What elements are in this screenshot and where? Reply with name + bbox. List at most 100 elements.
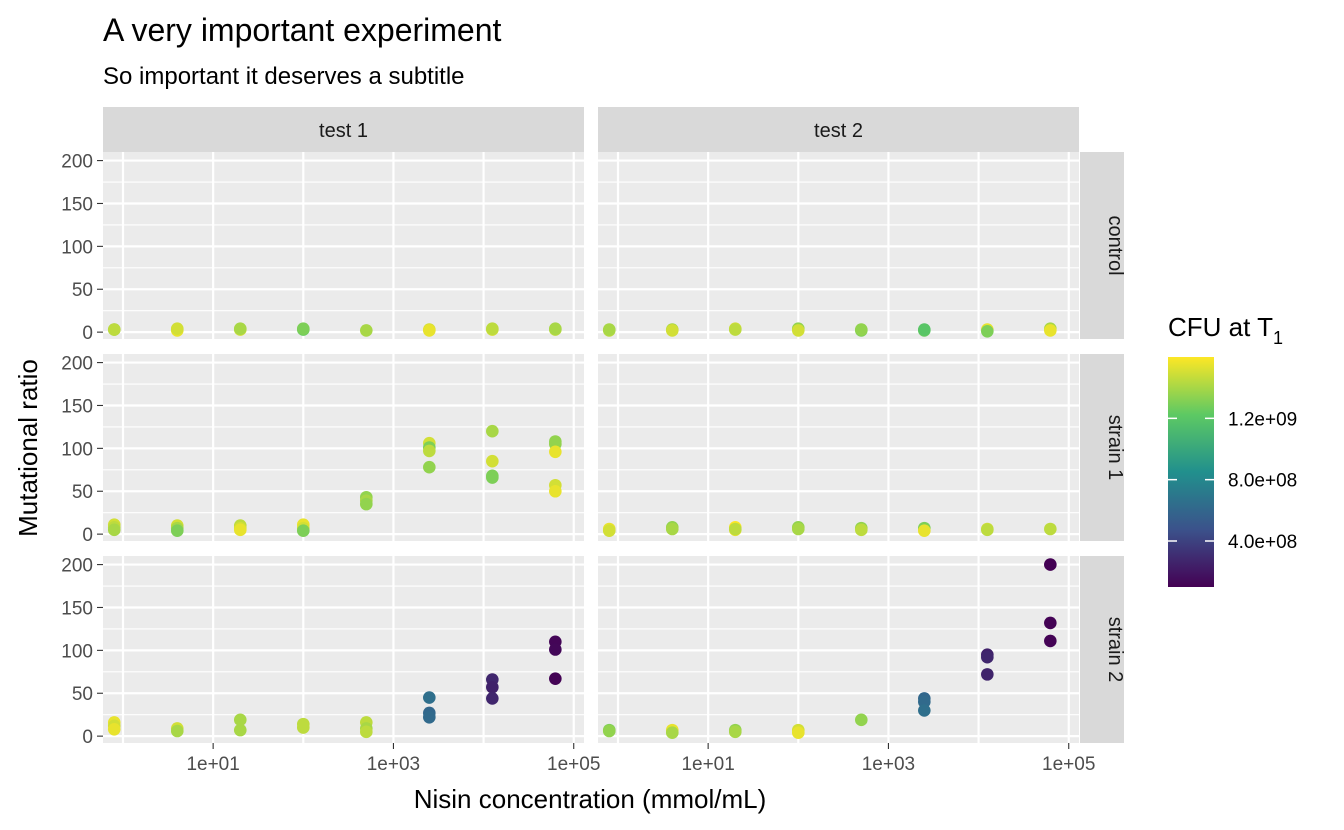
data-point [486,471,499,484]
y-tick-label: 200 [61,354,93,375]
y-tick-label: 0 [82,727,93,748]
data-point [359,725,373,739]
data-point [981,668,994,681]
x-tick-label: 1e+05 [1042,754,1095,775]
facet-strip-col-2: test 2 [598,107,1079,152]
y-tick-label: 100 [61,237,93,258]
data-point [981,324,994,338]
data-point [359,497,373,511]
data-point [486,454,499,468]
data-point [486,424,499,438]
x-tick-label: 1e+03 [367,754,420,775]
data-point [665,324,679,337]
facet-strip-row-1: control [1080,152,1126,339]
data-point [170,724,184,738]
x-tick-label: 1e+01 [186,754,239,775]
data-point [549,484,562,498]
data-point [665,726,679,740]
legend-break-label: 4.0e+08 [1228,532,1297,553]
x-tick-label: 1e+05 [547,754,600,775]
data-point [486,322,499,336]
data-point [791,522,805,536]
facet-strip-label: test 1 [319,120,368,142]
data-point [549,322,562,336]
data-point [602,724,616,738]
data-point [981,523,994,537]
data-point [423,460,436,474]
facet-panels: test 1 test 2 control strain 1 strain 2 0 50 10… [61,107,1126,775]
chart-title: A very important experiment [103,12,502,48]
data-point [791,324,805,337]
data-point [854,713,868,727]
data-point [423,691,436,704]
data-point [296,721,310,734]
facet-strip-row-2: strain 1 [1080,354,1126,541]
data-point [549,643,562,656]
data-point [918,704,931,717]
y-tick-label: 100 [61,439,93,460]
legend-title: CFU at T1 [1168,312,1283,348]
data-point [854,523,868,537]
data-point [107,523,121,537]
facet-strip-label: test 2 [814,120,863,142]
y-tick-label: 150 [61,396,93,417]
data-point [728,522,742,536]
panel-test-1-control: 0 50 100 150 200 [61,152,584,344]
data-point [1044,324,1057,337]
data-point [423,710,436,724]
chart-subtitle: So important it deserves a subtitle [103,63,465,90]
y-tick-label: 100 [61,641,93,662]
y-tick-label: 0 [82,525,93,546]
y-tick-label: 150 [61,194,93,215]
data-point [728,323,742,336]
data-point [602,323,616,336]
legend-title-symbol: T [1257,312,1273,342]
x-tick-label: 1e+01 [681,754,734,775]
data-point [549,672,562,685]
legend-break-label: 1.2e+09 [1228,409,1297,430]
y-axis-title: Mutational ratio [13,359,43,537]
data-point [423,324,436,337]
data-point [665,522,679,536]
data-point [918,524,931,538]
data-point [918,323,931,336]
data-point [791,726,805,740]
y-tick-label: 50 [72,684,93,705]
x-tick-label: 1e+03 [862,754,915,775]
panel-test-1-strain-2: 0 50 100 150 200 1e+01 1e+03 1e+05 [61,556,600,775]
data-point [107,722,121,736]
facet-strip-col-1: test 1 [103,107,584,152]
y-tick-label: 50 [72,280,93,301]
data-point [423,444,436,458]
x-axis-title: Nisin concentration (mmol/mL) [414,784,767,814]
y-tick-label: 0 [82,323,93,344]
data-point [233,322,247,336]
data-point [486,680,499,694]
data-point [486,692,499,705]
data-point [854,323,868,336]
data-point [549,445,562,459]
facet-strip-label: strain 2 [1104,617,1126,683]
data-point [359,324,373,337]
data-point [233,523,247,537]
data-point [1044,522,1057,536]
legend-title-subscript: 1 [1273,328,1283,348]
data-point [728,725,742,739]
data-point [170,524,184,538]
legend-break-label: 8.0e+08 [1228,471,1297,492]
panel-test-2-control [598,152,1079,339]
facet-strip-row-3: strain 2 [1080,556,1126,743]
y-tick-label: 200 [61,556,93,577]
data-point [170,322,184,336]
data-point [296,322,310,336]
data-point [981,650,994,664]
facet-strip-label: strain 1 [1104,415,1126,481]
data-point [1044,616,1057,630]
panel-test-2-strain-1 [598,354,1079,541]
panel-test-2-strain-2: 1e+01 1e+03 1e+05 [598,556,1095,775]
data-point [1044,558,1057,571]
y-tick-label: 150 [61,598,93,619]
panel-test-1-strain-1: 0 50 100 150 200 [61,354,584,546]
y-tick-label: 50 [72,482,93,503]
